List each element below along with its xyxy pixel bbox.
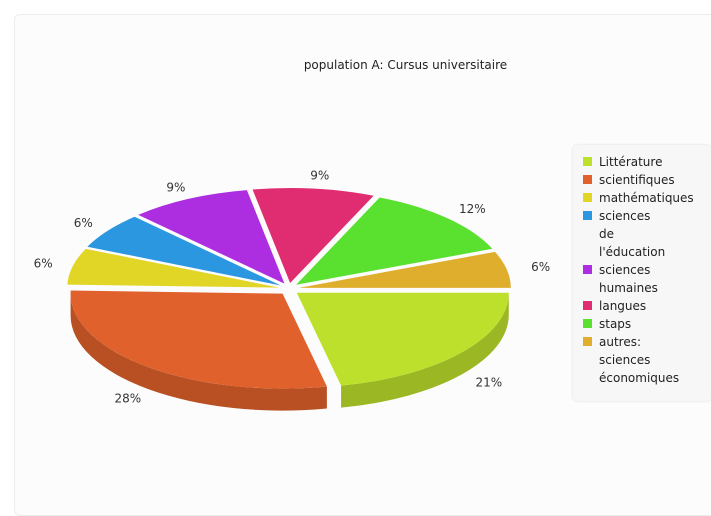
pie-sides	[70, 292, 509, 411]
slice-value-label-2: 6%	[34, 256, 53, 270]
slice-value-label-4: 9%	[166, 180, 185, 194]
pie-tops	[67, 188, 511, 389]
chart-title: population A: Cursus universitaire	[303, 58, 508, 72]
pie-slice-5[interactable]	[252, 188, 374, 284]
pie-labels: 21% 28% 6% 6% 9% 9% 12% 6%	[34, 169, 551, 406]
legend-label-0: Littérature	[599, 155, 663, 169]
pie-slice-side-0	[341, 292, 509, 408]
legend-swatch-0	[583, 157, 592, 166]
pie-slice-side-1	[70, 293, 327, 411]
legend-swatch-7	[583, 337, 592, 346]
legend-label-2: mathématiques	[599, 191, 694, 205]
legend-label-4: sciences humaines	[599, 263, 658, 295]
slice-value-label-0: 21%	[475, 376, 502, 390]
pie-slice-7[interactable]	[298, 251, 511, 288]
pie-slice-0[interactable]	[296, 292, 509, 386]
legend-label-1: scientifiques	[599, 173, 675, 187]
legend-label-3: sciences de l'éducation	[599, 209, 666, 259]
slice-value-label-7: 6%	[531, 260, 550, 274]
pie-slice-1[interactable]	[70, 290, 327, 389]
legend-label-5: langues	[599, 299, 647, 313]
pie-slice-6[interactable]	[296, 197, 493, 285]
legend-swatch-6	[583, 319, 592, 328]
pie-slice-4[interactable]	[138, 190, 285, 284]
legend-swatch-5	[583, 301, 592, 310]
legend-label-6: staps	[599, 317, 632, 331]
slice-value-label-3: 6%	[74, 216, 93, 230]
slice-value-label-5: 9%	[310, 169, 329, 183]
legend-swatch-3	[583, 211, 592, 220]
legend-swatch-2	[583, 193, 592, 202]
slice-value-label-6: 12%	[459, 202, 486, 216]
chart-legend: Littérature scientifiques mathématiques sci…	[573, 145, 711, 401]
pie-slice-3[interactable]	[87, 216, 281, 286]
legend-swatch-1	[583, 175, 592, 184]
legend-swatch-4	[583, 265, 592, 274]
pie-slice-2[interactable]	[67, 248, 280, 288]
legend-label-7: autres: sciences économiques	[599, 335, 680, 385]
slice-value-label-1: 28%	[114, 391, 141, 405]
